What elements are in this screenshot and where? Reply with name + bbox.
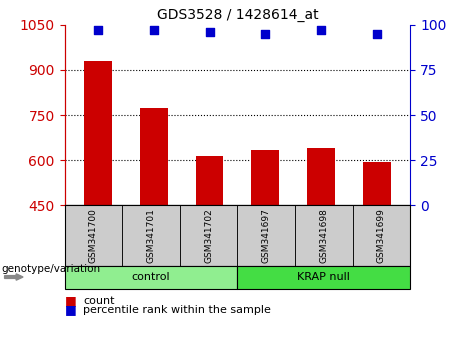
- Text: ■: ■: [65, 295, 76, 307]
- Text: GSM341700: GSM341700: [89, 208, 98, 263]
- Point: [150, 27, 158, 33]
- Text: ■: ■: [65, 303, 76, 316]
- Point: [373, 31, 380, 36]
- Text: KRAP null: KRAP null: [297, 272, 350, 282]
- Text: percentile rank within the sample: percentile rank within the sample: [83, 305, 271, 315]
- Text: GSM341699: GSM341699: [377, 208, 386, 263]
- Bar: [84, 61, 112, 205]
- Text: count: count: [83, 296, 114, 306]
- Bar: [363, 162, 391, 205]
- Point: [317, 27, 325, 33]
- Point: [95, 27, 102, 33]
- Bar: [140, 108, 168, 205]
- Bar: [251, 150, 279, 205]
- Text: genotype/variation: genotype/variation: [1, 264, 100, 274]
- Text: control: control: [132, 272, 170, 282]
- Text: GSM341701: GSM341701: [147, 208, 155, 263]
- Title: GDS3528 / 1428614_at: GDS3528 / 1428614_at: [157, 8, 318, 22]
- Point: [261, 31, 269, 36]
- Bar: [307, 148, 335, 205]
- Text: GSM341698: GSM341698: [319, 208, 328, 263]
- Text: GSM341702: GSM341702: [204, 208, 213, 263]
- Bar: [195, 156, 224, 205]
- Point: [206, 29, 213, 35]
- Text: GSM341697: GSM341697: [262, 208, 271, 263]
